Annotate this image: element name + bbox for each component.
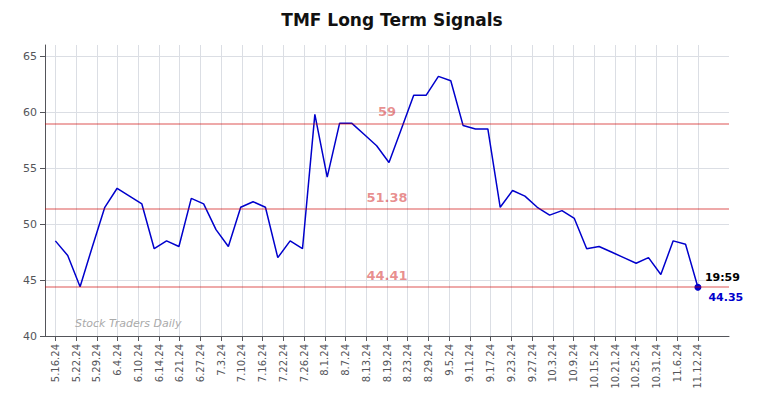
svg-text:65: 65	[23, 50, 37, 63]
svg-text:10.9.24: 10.9.24	[568, 344, 579, 382]
svg-text:8.23.24: 8.23.24	[402, 344, 413, 382]
svg-text:6.4.24: 6.4.24	[112, 344, 123, 376]
svg-text:8.1.24: 8.1.24	[319, 344, 330, 376]
svg-text:9.27.24: 9.27.24	[527, 344, 538, 382]
svg-text:8.19.24: 8.19.24	[382, 344, 393, 382]
svg-text:10.3.24: 10.3.24	[547, 344, 558, 382]
svg-text:19:59: 19:59	[705, 271, 740, 284]
svg-text:8.7.24: 8.7.24	[340, 344, 351, 376]
svg-text:7.10.24: 7.10.24	[236, 344, 247, 382]
svg-text:45: 45	[23, 274, 37, 287]
svg-text:5.22.24: 5.22.24	[71, 344, 82, 382]
svg-text:Stock Traders Daily: Stock Traders Daily	[75, 317, 182, 330]
svg-text:6.14.24: 6.14.24	[154, 344, 165, 382]
svg-text:11.12.24: 11.12.24	[692, 344, 703, 389]
svg-text:59: 59	[378, 104, 396, 119]
svg-text:6.21.24: 6.21.24	[174, 344, 185, 382]
svg-text:10.21.24: 10.21.24	[610, 344, 621, 389]
svg-text:5.16.24: 5.16.24	[50, 344, 61, 382]
svg-text:7.22.24: 7.22.24	[278, 344, 289, 382]
svg-text:6.27.24: 6.27.24	[195, 344, 206, 382]
svg-text:9.5.24: 9.5.24	[444, 344, 455, 376]
svg-text:5.29.24: 5.29.24	[91, 344, 102, 382]
svg-text:9.11.24: 9.11.24	[464, 344, 475, 382]
svg-text:7.16.24: 7.16.24	[257, 344, 268, 382]
svg-text:60: 60	[23, 106, 37, 119]
svg-text:51.38: 51.38	[366, 190, 407, 205]
svg-text:44.41: 44.41	[366, 268, 407, 283]
svg-text:50: 50	[23, 218, 37, 231]
svg-text:10.31.24: 10.31.24	[651, 344, 662, 389]
svg-text:9.17.24: 9.17.24	[485, 344, 496, 382]
svg-text:9.23.24: 9.23.24	[506, 344, 517, 382]
svg-text:11.6.24: 11.6.24	[672, 344, 683, 382]
svg-text:8.29.24: 8.29.24	[423, 344, 434, 382]
svg-text:8.13.24: 8.13.24	[361, 344, 372, 382]
svg-text:10.15.24: 10.15.24	[589, 344, 600, 389]
svg-text:40: 40	[23, 330, 37, 343]
svg-text:6.10.24: 6.10.24	[133, 344, 144, 382]
svg-text:10.25.24: 10.25.24	[630, 344, 641, 389]
svg-text:7.26.24: 7.26.24	[299, 344, 310, 382]
svg-text:TMF Long Term Signals: TMF Long Term Signals	[281, 10, 502, 30]
svg-text:7.3.24: 7.3.24	[216, 344, 227, 376]
svg-text:55: 55	[23, 162, 37, 175]
svg-text:44.35: 44.35	[708, 291, 743, 304]
